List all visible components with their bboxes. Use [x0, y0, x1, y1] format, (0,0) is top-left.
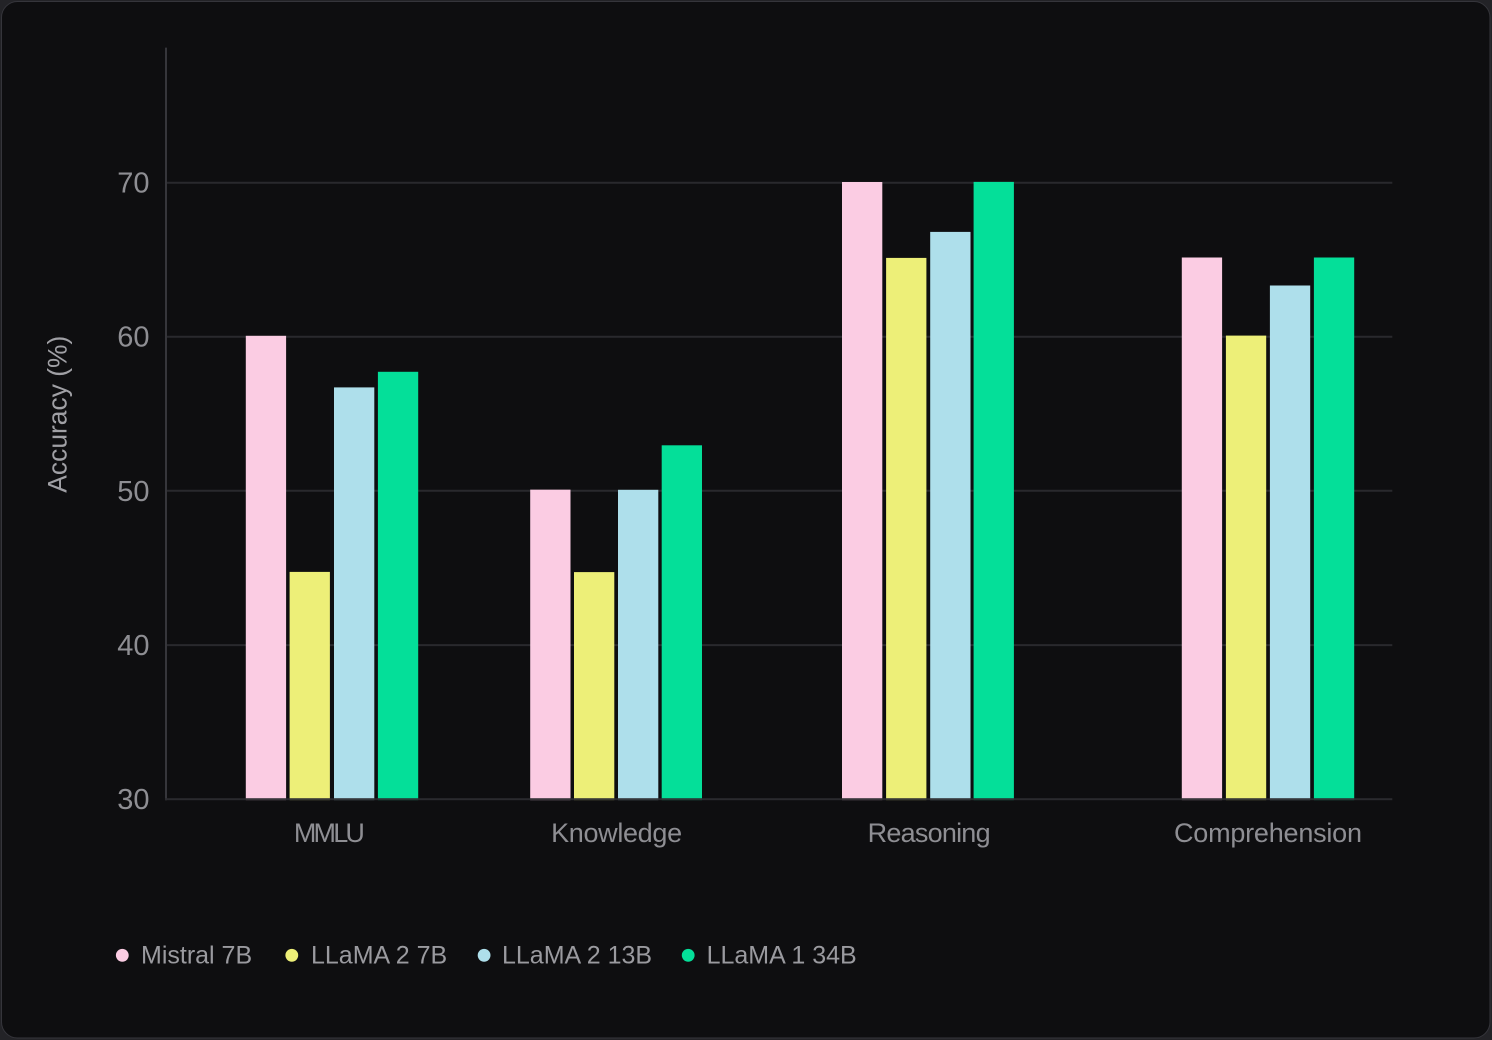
- svg-text:70: 70: [117, 168, 149, 200]
- svg-text:30: 30: [117, 784, 149, 816]
- svg-text:LLaMA 2 13B: LLaMA 2 13B: [502, 942, 652, 970]
- svg-text:LLaMA 2 7B: LLaMA 2 7B: [311, 942, 447, 970]
- svg-text:MMLU: MMLU: [294, 818, 365, 848]
- svg-text:50: 50: [117, 476, 149, 508]
- svg-text:Accuracy (%): Accuracy (%): [43, 336, 73, 493]
- svg-text:LLaMA 1 34B: LLaMA 1 34B: [707, 942, 857, 970]
- svg-text:Knowledge: Knowledge: [551, 818, 682, 848]
- svg-text:Mistral 7B: Mistral 7B: [141, 942, 252, 970]
- svg-text:Reasoning: Reasoning: [868, 818, 991, 848]
- svg-text:Comprehension: Comprehension: [1174, 818, 1362, 848]
- svg-text:40: 40: [117, 630, 149, 662]
- svg-text:60: 60: [117, 322, 149, 354]
